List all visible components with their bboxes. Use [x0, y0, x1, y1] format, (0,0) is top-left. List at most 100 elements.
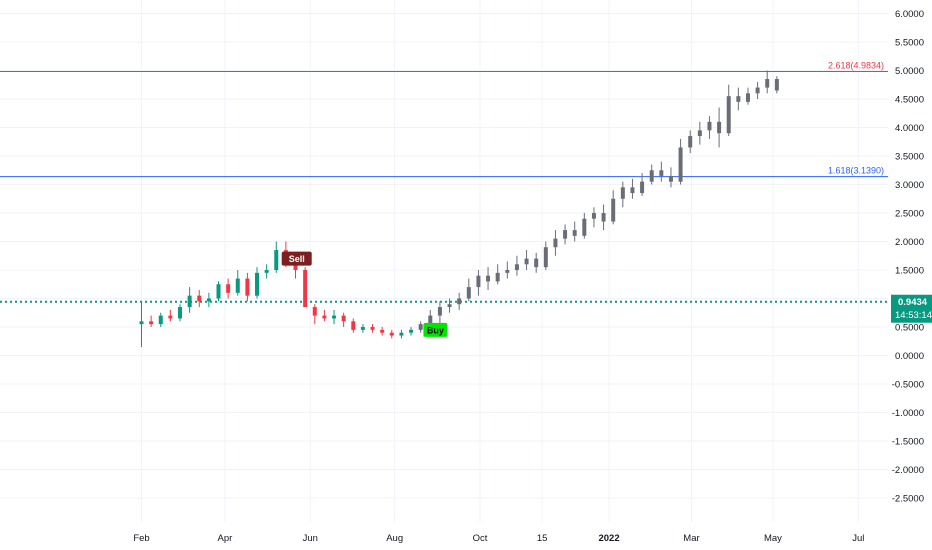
candle-body	[351, 321, 356, 330]
y-tick-label: 5.5000	[895, 38, 924, 49]
y-tick-label: 2.0000	[895, 237, 924, 248]
last-price-value: 0.9434	[898, 297, 928, 308]
candle-body	[563, 230, 568, 239]
signal-buy-badge	[423, 322, 448, 337]
signal-buy-label: Buy	[427, 325, 444, 335]
y-tick-label: 0.5000	[895, 323, 924, 334]
candle-body	[370, 327, 375, 330]
candle-body	[774, 79, 779, 91]
candle-body	[360, 327, 365, 330]
candle-body	[717, 121, 722, 134]
candle-body	[553, 238, 558, 248]
candle-body	[149, 321, 154, 325]
candle-body	[736, 96, 741, 102]
candle-body	[505, 270, 510, 273]
y-tick-label: -2.0000	[892, 465, 924, 476]
y-tick-label: -0.5000	[892, 380, 924, 391]
candle-body	[726, 96, 731, 134]
time-axis[interactable]: Feb Apr Jun Aug Oct 15 2022 Mar May Jul	[133, 533, 864, 544]
candle-body	[649, 170, 654, 182]
x-tick-label: Mar	[683, 533, 699, 544]
candle-body	[428, 315, 433, 325]
last-price-tag-background	[891, 294, 932, 323]
candle-body	[264, 270, 269, 273]
candle-body	[178, 307, 183, 319]
candle-body	[274, 250, 279, 270]
candle-body	[399, 332, 404, 336]
y-tick-label: -1.5000	[892, 437, 924, 448]
candle-body	[697, 130, 702, 137]
candle-body	[255, 272, 260, 296]
candle-body	[486, 275, 491, 282]
x-tick-label: 15	[537, 533, 548, 544]
candle-body	[534, 258, 539, 268]
candle-body	[514, 264, 519, 270]
candle-body	[707, 121, 712, 131]
candle-body	[591, 213, 596, 219]
candle-body	[630, 187, 635, 194]
price-axis[interactable]: 6.0000 5.5000 5.0000 4.5000 4.0000 3.5000 3.00…	[892, 9, 924, 505]
candle-body	[688, 136, 693, 148]
candle-body	[611, 198, 616, 222]
candle-body	[139, 321, 144, 325]
y-tick-label: 1.5000	[895, 266, 924, 277]
bar-countdown: 14:53:14	[895, 310, 932, 321]
candle-body	[437, 307, 442, 316]
x-tick-label: 2022	[598, 533, 619, 544]
candle-body	[158, 315, 163, 325]
y-tick-label: 6.0000	[895, 9, 924, 20]
candle-body	[457, 298, 462, 305]
y-tick-label: 3.0000	[895, 180, 924, 191]
candle-body	[582, 218, 587, 236]
candle-body	[312, 307, 317, 316]
candle-body	[601, 213, 606, 222]
candle-body	[543, 247, 548, 268]
candle-body	[322, 315, 327, 319]
x-tick-label: Aug	[386, 533, 403, 544]
candle-body	[466, 287, 471, 299]
candle-body	[332, 315, 337, 319]
fibonacci-levels: 2.618(4.9834) 1.618(3.1390)	[0, 60, 888, 178]
y-tick-label: 3.5000	[895, 152, 924, 163]
candle-body	[389, 332, 394, 336]
candle-body	[495, 272, 500, 282]
candle-body	[245, 278, 250, 296]
chart-grid	[0, 0, 888, 522]
x-tick-label: Feb	[133, 533, 149, 544]
x-tick-label: Jun	[303, 533, 318, 544]
y-tick-label: -2.5000	[892, 494, 924, 505]
candle-body	[447, 304, 452, 308]
candle-body	[418, 324, 423, 330]
y-tick-label: 5.0000	[895, 66, 924, 77]
signal-sell-label: Sell	[289, 254, 305, 264]
candle-body	[765, 79, 770, 88]
candle-body	[380, 329, 385, 333]
candle-body	[341, 315, 346, 322]
x-tick-label: Apr	[218, 533, 233, 544]
candlestick-series	[139, 70, 779, 347]
x-tick-label: Jul	[852, 533, 864, 544]
candle-body	[640, 181, 645, 194]
candle-body	[303, 270, 308, 308]
candle-body	[216, 284, 221, 299]
candle-body	[187, 295, 192, 308]
candle-body	[620, 187, 625, 199]
y-tick-label: -1.0000	[892, 408, 924, 419]
y-tick-label: 2.5000	[895, 209, 924, 220]
trade-signals: Sell Buy	[281, 251, 448, 337]
candle-body	[476, 275, 481, 288]
candle-body	[168, 315, 173, 319]
candle-body	[206, 298, 211, 302]
x-tick-label: Oct	[473, 533, 488, 544]
fib-level-label: 1.618(3.1390)	[828, 166, 884, 176]
signal-sell-badge	[281, 251, 312, 266]
y-tick-label: 4.5000	[895, 95, 924, 106]
fib-level-label: 2.618(4.9834)	[828, 60, 884, 70]
last-price-tag: 0.9434 14:53:14	[891, 294, 932, 323]
candle-body	[755, 87, 760, 94]
y-tick-label: 0.0000	[895, 351, 924, 362]
candle-body	[668, 175, 673, 182]
candle-body	[572, 230, 577, 236]
candle-body	[197, 295, 202, 302]
